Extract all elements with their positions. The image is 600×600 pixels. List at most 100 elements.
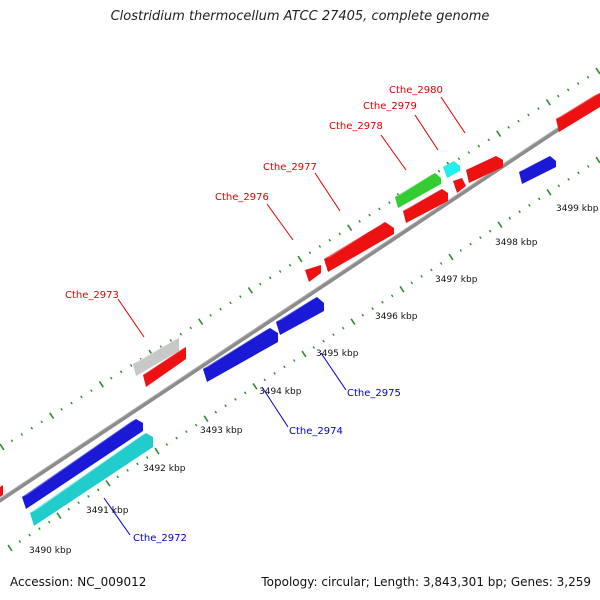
minor-tick xyxy=(126,468,129,472)
major-tick xyxy=(247,286,253,294)
major-tick xyxy=(399,285,405,293)
gene-edge-red[interactable] xyxy=(556,93,600,132)
gene-cthe-2979-cyan[interactable] xyxy=(443,161,460,178)
minor-tick xyxy=(459,249,463,252)
major-tick xyxy=(546,188,552,196)
minor-tick xyxy=(586,75,590,79)
minor-tick xyxy=(116,475,120,479)
minor-tick xyxy=(90,389,93,393)
minor-tick xyxy=(410,281,414,285)
minor-tick xyxy=(214,410,218,414)
minor-tick xyxy=(390,294,394,298)
major-tick xyxy=(595,67,600,75)
gene-cthe-2972-blue[interactable] xyxy=(22,419,143,509)
minor-tick xyxy=(358,219,361,223)
minor-tick xyxy=(388,201,391,205)
minor-tick xyxy=(189,326,192,330)
major-tick xyxy=(497,221,503,229)
kbp-label: 3495 kbp xyxy=(316,349,359,359)
major-tick xyxy=(56,512,62,520)
minor-tick xyxy=(507,125,510,129)
minor-tick xyxy=(119,370,123,374)
kbp-label: 3497 kbp xyxy=(435,275,478,285)
minor-tick xyxy=(30,426,34,430)
minor-tick xyxy=(586,165,590,168)
minor-tick xyxy=(537,107,540,111)
gene-label: Cthe_2979 xyxy=(363,101,417,112)
minor-tick xyxy=(557,94,560,98)
major-tick xyxy=(545,98,551,106)
minor-tick xyxy=(469,242,472,246)
minor-tick xyxy=(332,333,335,337)
gene-label: Cthe_2980 xyxy=(389,85,443,96)
minor-tick xyxy=(328,238,332,242)
minor-tick xyxy=(576,82,580,85)
minor-tick xyxy=(219,307,222,311)
minor-tick xyxy=(67,507,71,511)
gene-label: Cthe_2977 xyxy=(263,162,317,173)
outer-tick-row xyxy=(0,67,600,451)
minor-tick xyxy=(528,203,531,207)
gene-cthe-2976[interactable] xyxy=(305,265,321,282)
minor-tick xyxy=(518,210,521,214)
gene-cthe-2974[interactable] xyxy=(203,328,278,382)
minor-tick xyxy=(259,282,262,286)
minor-tick xyxy=(308,251,312,255)
minor-tick xyxy=(557,184,561,188)
minor-tick xyxy=(457,157,461,161)
minor-tick xyxy=(371,307,374,311)
gene-cthe-2978[interactable] xyxy=(403,189,448,223)
major-tick xyxy=(98,380,104,388)
minor-tick xyxy=(234,397,237,401)
gene-gray[interactable] xyxy=(133,338,179,376)
major-tick xyxy=(347,224,353,232)
gene-cthe-2978-green[interactable] xyxy=(395,173,441,208)
gene-label: Cthe_2975 xyxy=(347,388,401,399)
inner-tick-row xyxy=(7,156,600,552)
gene-label: Cthe_2978 xyxy=(329,121,383,132)
minor-tick xyxy=(361,313,365,317)
major-tick xyxy=(49,412,55,420)
gene-blue-small[interactable] xyxy=(519,156,556,184)
gene-cthe-2975[interactable] xyxy=(276,297,324,335)
major-tick xyxy=(0,443,5,451)
backbone-highlight xyxy=(0,99,600,499)
minor-tick xyxy=(467,151,471,154)
minor-tick xyxy=(38,527,41,531)
major-tick xyxy=(198,318,204,326)
minor-tick xyxy=(47,520,51,524)
minor-tick xyxy=(318,245,322,248)
minor-tick xyxy=(322,339,325,343)
minor-tick xyxy=(70,401,73,405)
kbp-label: 3494 kbp xyxy=(259,387,302,397)
minor-tick xyxy=(278,270,282,273)
minor-tick xyxy=(145,456,149,459)
minor-tick xyxy=(77,501,80,505)
kbp-label: 3496 kbp xyxy=(375,312,418,322)
minor-tick xyxy=(229,301,232,305)
minor-tick xyxy=(283,365,286,369)
gene-cthe-2977[interactable] xyxy=(324,222,394,272)
minor-tick xyxy=(487,138,490,142)
minor-tick xyxy=(243,391,247,395)
kbp-label: 3493 kbp xyxy=(200,426,243,436)
minor-tick xyxy=(159,345,163,349)
backbone-line xyxy=(0,99,600,503)
minor-tick xyxy=(185,430,188,434)
minor-tick xyxy=(477,144,481,148)
gene-cthe-2980[interactable] xyxy=(466,156,503,183)
gene-edge-red-left[interactable] xyxy=(0,485,3,497)
major-tick xyxy=(448,253,454,261)
gene-cthe-2979[interactable] xyxy=(453,178,466,193)
minor-tick xyxy=(312,346,316,349)
major-tick xyxy=(105,479,111,487)
gene-cthe-2973[interactable] xyxy=(143,347,186,387)
minor-tick xyxy=(96,488,100,492)
gene-label: Cthe_2972 xyxy=(133,533,187,544)
gene-cthe-2972[interactable] xyxy=(30,433,153,526)
map-title: Clostridium thermocellum ATCC 27405, com… xyxy=(110,9,490,24)
minor-tick xyxy=(80,395,83,399)
kbp-labels: 3490 kbp 3491 kbp 3492 kbp 3493 kbp 3494… xyxy=(29,204,599,556)
accession-label: Accession: NC_009012 xyxy=(10,575,147,589)
